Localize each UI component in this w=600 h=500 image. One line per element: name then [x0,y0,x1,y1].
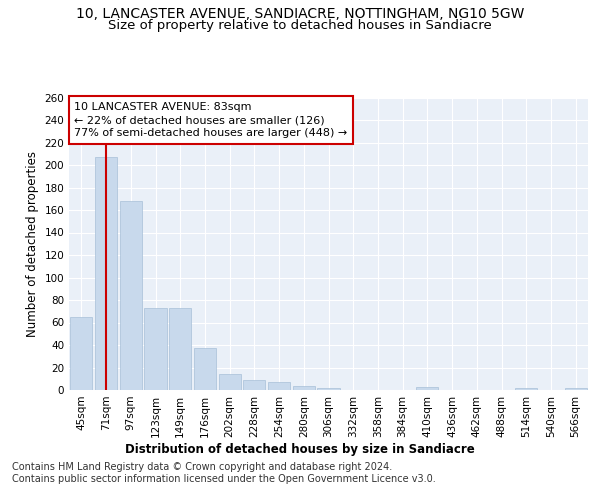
Bar [218,374,241,390]
Text: 10, LANCASTER AVENUE, SANDIACRE, NOTTINGHAM, NG10 5GW: 10, LANCASTER AVENUE, SANDIACRE, NOTTING… [76,8,524,22]
Bar [145,308,167,390]
Bar [243,380,265,390]
Bar [95,157,117,390]
Bar [515,388,538,390]
Bar [119,201,142,390]
Text: 10 LANCASTER AVENUE: 83sqm
← 22% of detached houses are smaller (126)
77% of sem: 10 LANCASTER AVENUE: 83sqm ← 22% of deta… [74,102,347,139]
Text: Distribution of detached houses by size in Sandiacre: Distribution of detached houses by size … [125,442,475,456]
Bar [169,308,191,390]
Y-axis label: Number of detached properties: Number of detached properties [26,151,39,337]
Bar [293,386,315,390]
Bar [416,386,439,390]
Bar [565,388,587,390]
Text: Contains HM Land Registry data © Crown copyright and database right 2024.
Contai: Contains HM Land Registry data © Crown c… [12,462,436,484]
Bar [268,382,290,390]
Bar [194,348,216,390]
Bar [317,388,340,390]
Bar [70,317,92,390]
Text: Size of property relative to detached houses in Sandiacre: Size of property relative to detached ho… [108,19,492,32]
